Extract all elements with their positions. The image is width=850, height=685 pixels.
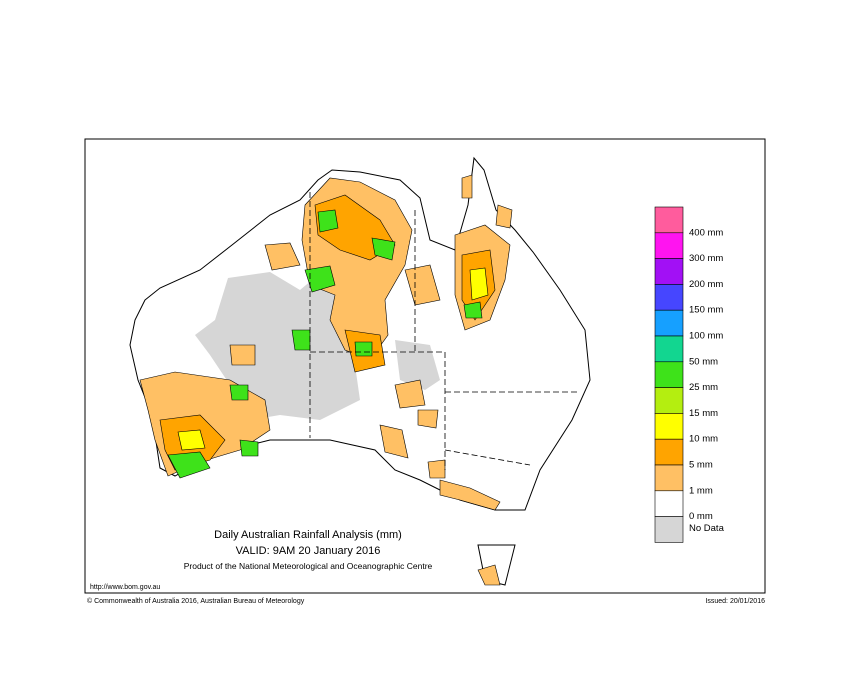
- legend-label: 25 mm: [689, 382, 718, 393]
- state-borders: [309, 192, 580, 470]
- issued-date: Issued: 20/01/2016: [705, 598, 765, 605]
- legend-swatch: [654, 438, 684, 466]
- copyright: © Commonwealth of Australia 2016, Austra…: [87, 597, 305, 605]
- legend-swatch: [654, 413, 684, 440]
- legend-label: 300 mm: [689, 253, 723, 264]
- legend-swatch: [654, 361, 684, 388]
- url: http://www.bom.gov.au: [90, 584, 160, 591]
- legend-label: 0 mm: [689, 511, 713, 522]
- legend-label: 100 mm: [689, 331, 723, 342]
- legend: 400 mm 300 mm 200 mm 150 mm 100 mm 50 mm 25 mm…: [654, 206, 725, 543]
- legend-label: 10 mm: [689, 434, 718, 445]
- legend-label: 1 mm: [689, 485, 713, 496]
- rainfall-areas: [139, 174, 513, 586]
- legend-label: 15 mm: [689, 408, 718, 419]
- legend-swatch: [654, 387, 684, 414]
- legend-label: 150 mm: [689, 305, 723, 316]
- legend-swatch: [654, 284, 684, 311]
- legend-swatch: [654, 490, 684, 517]
- legend-label: 5 mm: [689, 460, 713, 471]
- legend-swatch: [654, 232, 684, 259]
- legend-swatch: [654, 309, 684, 337]
- legend-swatch: [654, 258, 684, 285]
- legend-swatch: [654, 335, 684, 363]
- map-title: Daily Australian Rainfall Analysis (mm): [214, 529, 402, 541]
- no-data-region: [395, 340, 440, 390]
- legend-swatch: [654, 206, 684, 234]
- no-data-region: [195, 265, 360, 420]
- legend-label: No Data: [689, 523, 725, 534]
- legend-swatch: [654, 516, 684, 543]
- legend-swatch: [654, 464, 684, 492]
- legend-label: 400 mm: [689, 227, 723, 238]
- legend-label: 200 mm: [689, 279, 723, 290]
- valid-time: VALID: 9AM 20 January 2016: [236, 545, 381, 557]
- product-note: Product of the National Meteorological a…: [184, 561, 433, 571]
- legend-label: 50 mm: [689, 356, 718, 367]
